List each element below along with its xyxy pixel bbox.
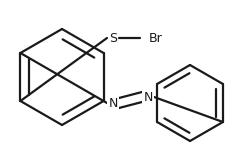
Text: N: N — [108, 97, 117, 109]
Text: Br: Br — [148, 32, 162, 45]
Text: N: N — [143, 91, 152, 103]
Text: S: S — [108, 32, 116, 45]
